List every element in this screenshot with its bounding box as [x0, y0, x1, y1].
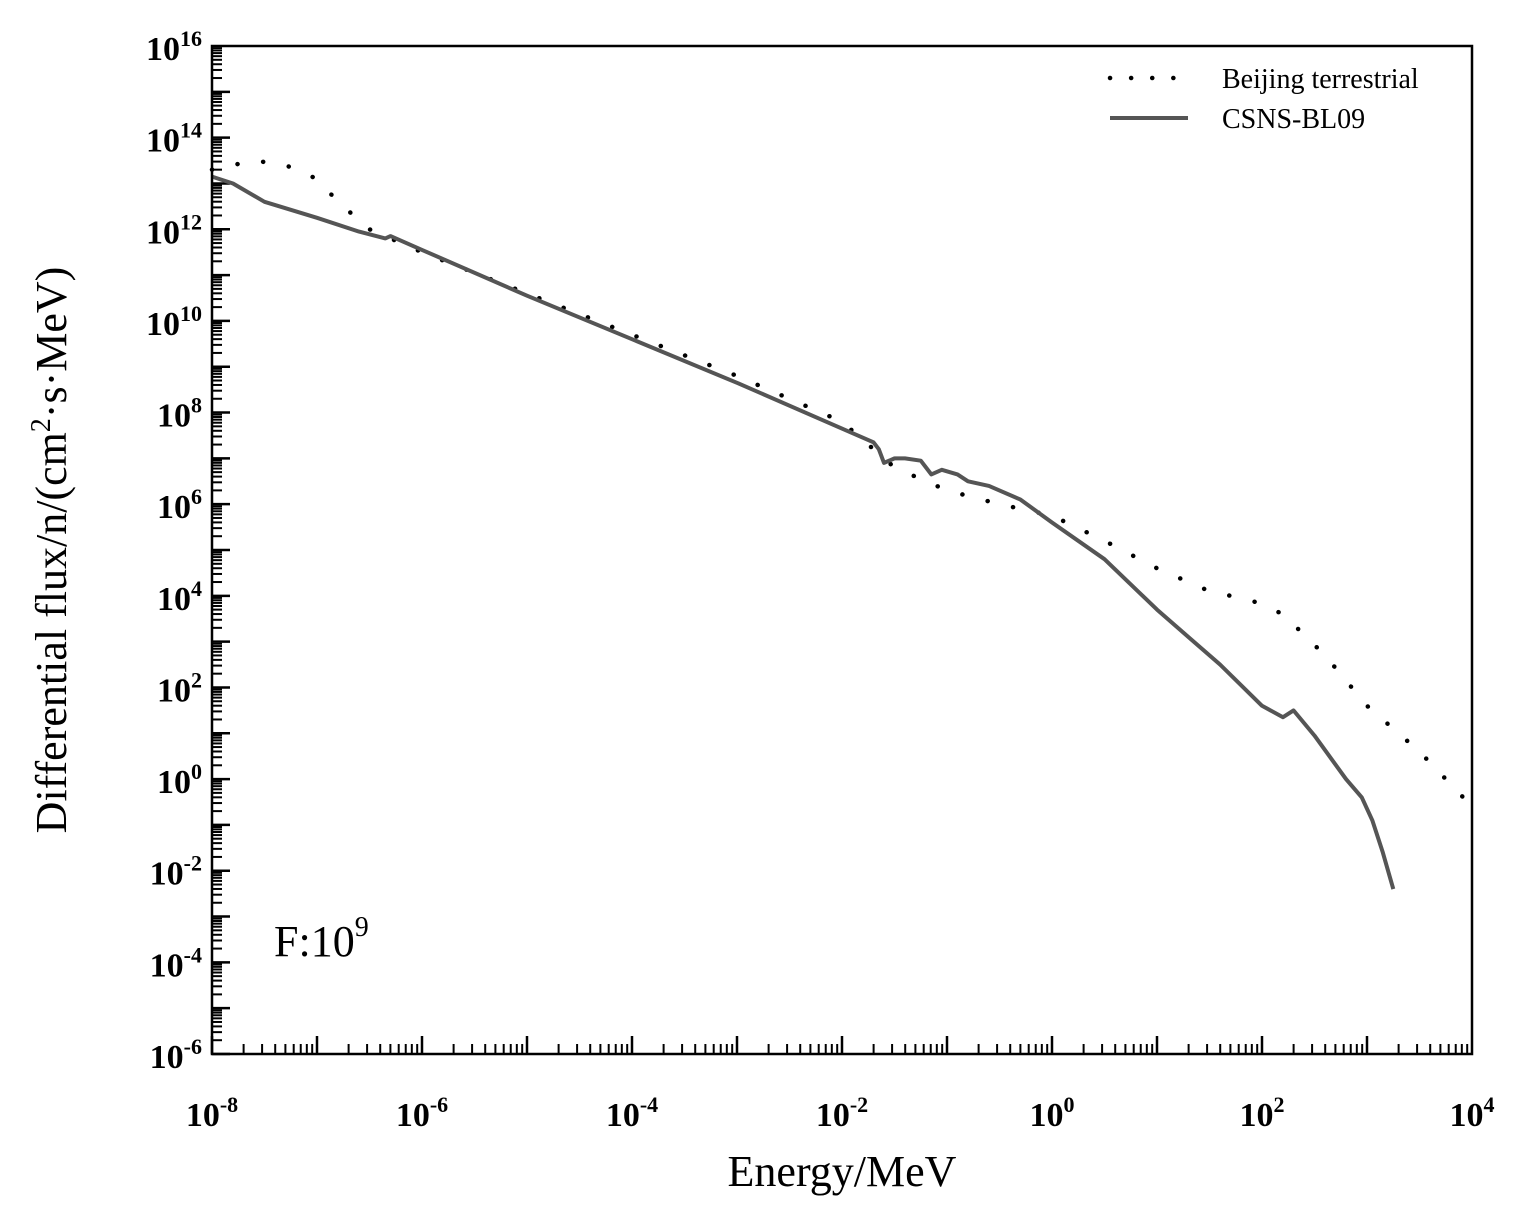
- y-tick-label-base: 10: [146, 31, 180, 68]
- x-tick-label-base: 10: [1030, 1097, 1064, 1134]
- axis-ticks: [210, 47, 1469, 1056]
- y-tick-label-base: 10: [146, 214, 180, 251]
- x-tick-label-base: 10: [606, 1097, 640, 1134]
- y-tick-label-exponent: 2: [191, 667, 202, 692]
- x-tick-label-exponent: -6: [430, 1092, 448, 1117]
- fluence-annotation: F:109: [274, 912, 369, 966]
- y-tick-label: 108: [157, 393, 202, 435]
- y-tick-label-base: 10: [150, 856, 184, 893]
- tick-labels: 10-8 10-6 10-4 10-2 100 102 10410-610-410-2100…: [146, 26, 1495, 1134]
- y-tick-label-exponent: 0: [191, 759, 202, 784]
- series-line-csns-bl09: [211, 174, 1396, 890]
- series-line-beijing-terrestrial: [209, 158, 1475, 809]
- y-tick-label-exponent: 16: [180, 26, 202, 51]
- y-tick-label: 10-6: [150, 1034, 202, 1076]
- x-tick-label: 104: [1450, 1092, 1495, 1134]
- y-tick-label: 106: [157, 484, 202, 526]
- x-tick-label-base: 10: [396, 1097, 430, 1134]
- legend-label-beijing: Beijing terrestrial: [1222, 64, 1419, 95]
- x-tick-label-exponent: -4: [640, 1092, 658, 1117]
- x-tick-label-base: 10: [1450, 1097, 1484, 1134]
- y-tick-label-base: 10: [157, 398, 191, 435]
- series-layer: [209, 158, 1475, 890]
- y-tick-label-exponent: 4: [191, 576, 202, 601]
- y-axis-title-sup: 2: [26, 418, 57, 432]
- y-tick-label-exponent: 6: [191, 484, 202, 509]
- y-tick-label-exponent: -2: [184, 851, 202, 876]
- plot-frame: [210, 44, 1474, 1056]
- y-tick-label-base: 10: [157, 581, 191, 618]
- y-tick-label: 10-4: [150, 942, 202, 984]
- x-tick-label: 102: [1240, 1092, 1285, 1134]
- y-tick-label-exponent: -6: [184, 1034, 202, 1059]
- y-axis-title-main: Differential flux/n/(cm: [27, 432, 76, 833]
- x-tick-label-exponent: 0: [1064, 1092, 1075, 1117]
- y-tick-label-exponent: 14: [180, 118, 202, 143]
- legend-label-csns: CSNS-BL09: [1222, 104, 1365, 135]
- y-tick-label-base: 10: [146, 306, 180, 343]
- y-tick-label-base: 10: [150, 947, 184, 984]
- y-tick-label: 1016: [146, 26, 202, 68]
- x-tick-label-exponent: -2: [850, 1092, 868, 1117]
- x-tick-label-base: 10: [1240, 1097, 1274, 1134]
- y-tick-label: 100: [157, 759, 202, 801]
- x-tick-label: 10-2: [816, 1092, 868, 1134]
- y-tick-label: 1010: [146, 301, 202, 343]
- y-tick-label: 104: [157, 576, 202, 618]
- y-tick-label-exponent: -4: [184, 942, 202, 967]
- y-tick-label: 102: [157, 667, 202, 709]
- x-tick-label-exponent: -8: [220, 1092, 238, 1117]
- legend: Beijing terrestrial CSNS-BL09: [1107, 64, 1419, 135]
- y-tick-label-exponent: 8: [191, 393, 202, 418]
- x-tick-label-exponent: 2: [1274, 1092, 1285, 1117]
- x-tick-label: 100: [1030, 1092, 1075, 1134]
- y-tick-label: 1014: [146, 118, 202, 160]
- y-tick-label-exponent: 12: [180, 209, 202, 234]
- y-tick-label-base: 10: [150, 1039, 184, 1076]
- y-tick-label-base: 10: [157, 672, 191, 709]
- x-axis-title: Energy/MeV: [728, 1147, 957, 1196]
- x-tick-label-base: 10: [816, 1097, 850, 1134]
- y-tick-label: 10-2: [150, 851, 202, 893]
- fluence-annotation-text: F:10: [274, 917, 355, 966]
- y-tick-label: 1012: [146, 209, 202, 251]
- fluence-annotation-sup: 9: [355, 912, 369, 943]
- x-tick-label: 10-8: [186, 1092, 238, 1134]
- y-tick-label-exponent: 10: [180, 301, 202, 326]
- y-axis-title-rest: ·s·MeV): [27, 267, 76, 419]
- y-axis-title: Differential flux/n/(cm2·s·MeV): [26, 267, 76, 834]
- y-tick-label-base: 10: [146, 123, 180, 160]
- x-tick-label: 10-4: [606, 1092, 658, 1134]
- x-tick-label: 10-6: [396, 1092, 448, 1134]
- x-tick-label-base: 10: [186, 1097, 220, 1134]
- y-tick-label-base: 10: [157, 764, 191, 801]
- y-tick-label-base: 10: [157, 489, 191, 526]
- x-tick-label-exponent: 4: [1484, 1092, 1495, 1117]
